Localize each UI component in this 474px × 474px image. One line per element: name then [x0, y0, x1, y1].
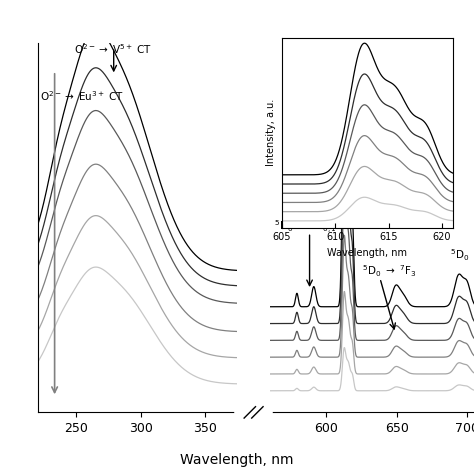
Text: $^5$D$_0$ $\rightarrow$ $^7$F$_2$: $^5$D$_0$ $\rightarrow$ $^7$F$_2$	[315, 49, 373, 67]
Text: $^5$D$_0$ $\rightarrow$: $^5$D$_0$ $\rightarrow$	[450, 247, 474, 263]
X-axis label: Wavelength, nm: Wavelength, nm	[328, 248, 407, 258]
Text: O$^{2-}$$\rightarrow$ V$^{5+}$ CT: O$^{2-}$$\rightarrow$ V$^{5+}$ CT	[74, 42, 152, 55]
Text: $^5$D$_0$ $\rightarrow$ $^7$F$_3$: $^5$D$_0$ $\rightarrow$ $^7$F$_3$	[362, 264, 416, 279]
Text: $^5$D$_0$ $\rightarrow$ $^7$F$_{0,1}$: $^5$D$_0$ $\rightarrow$ $^7$F$_{0,1}$	[274, 218, 337, 235]
Text: Wavelength, nm: Wavelength, nm	[180, 453, 294, 467]
Text: O$^{2-}$$\rightarrow$ Eu$^{3+}$ CT: O$^{2-}$$\rightarrow$ Eu$^{3+}$ CT	[40, 90, 125, 103]
Y-axis label: Intensity, a.u.: Intensity, a.u.	[266, 99, 276, 166]
